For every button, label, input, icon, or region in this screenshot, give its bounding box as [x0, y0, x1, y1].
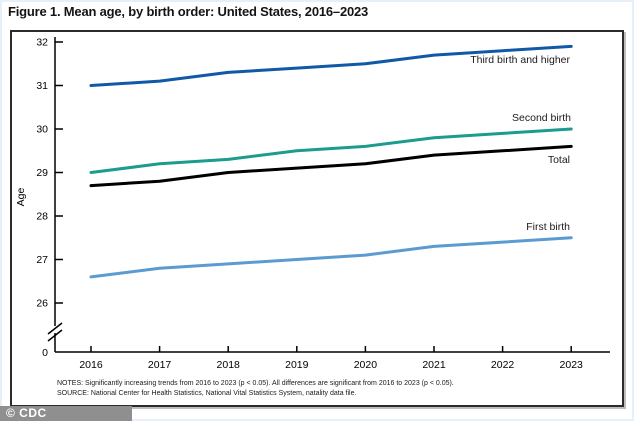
x-tick-label: 2019 [285, 359, 309, 371]
y-axis-title: Age [15, 188, 27, 207]
y-tick-label: 32 [36, 37, 48, 49]
series-label-first-birth: First birth [526, 221, 570, 233]
series-line-second-birth [89, 127, 573, 174]
y-tick-label: 30 [36, 124, 48, 136]
series-label-total: Total [548, 154, 570, 166]
source-text: SOURCE: National Center for Health Stati… [57, 390, 357, 397]
x-tick-label: 2016 [79, 359, 103, 371]
x-tick-label: 2017 [148, 359, 172, 371]
series-label-third-birth-and-higher: Third birth and higher [470, 54, 570, 66]
y-tick-label: 31 [36, 80, 48, 92]
series-line-third-birth-and-higher [89, 44, 573, 87]
series-line-total [89, 144, 573, 188]
notes-text: NOTES: Significantly increasing trends f… [57, 380, 454, 387]
y-tick-label: 29 [36, 167, 48, 179]
x-tick-label: 2021 [422, 359, 446, 371]
series-label-second-birth: Second birth [512, 112, 571, 124]
chart-frame: 32 31 30 29 28 27 26 0 Age 2016 2017 2018 2019 2020 20… [10, 30, 624, 407]
x-tick-label: 2020 [354, 359, 378, 371]
line-chart: 32 31 30 29 28 27 26 0 Age 2016 2017 2018 2019 2020 20… [15, 37, 610, 371]
y-tick-label: 26 [36, 298, 48, 310]
cdc-watermark: © CDC [0, 406, 132, 421]
axis-break-slash [47, 322, 63, 335]
figure-title: Figure 1. Mean age, by birth order: Unit… [8, 4, 369, 19]
y-origin-label: 0 [42, 347, 48, 359]
series-line-first-birth [89, 236, 573, 279]
x-tick-label: 2018 [217, 359, 241, 371]
y-tick-label: 27 [36, 254, 48, 266]
axis-break-slash [47, 329, 63, 342]
notes-block: NOTES: Significantly increasing trends f… [57, 379, 597, 399]
x-tick-label: 2022 [491, 359, 515, 371]
y-tick-label: 28 [36, 211, 48, 223]
x-tick-label: 2023 [560, 359, 584, 371]
